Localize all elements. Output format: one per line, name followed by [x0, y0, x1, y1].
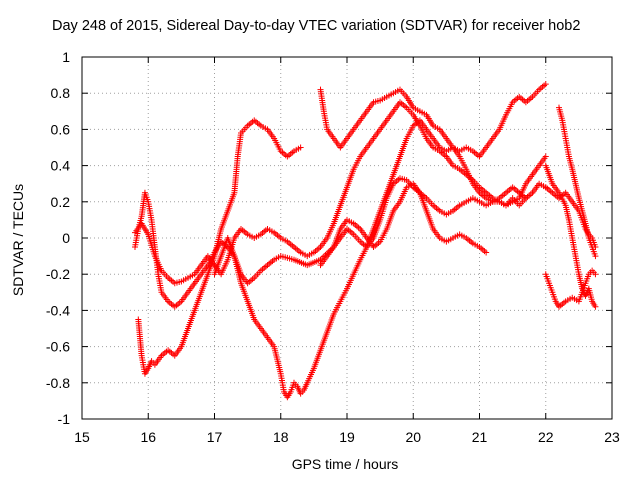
- data-point-marker: [592, 253, 599, 260]
- data-point-marker: [297, 144, 304, 151]
- data-point-marker: [592, 271, 599, 278]
- series-track-b: [132, 99, 549, 287]
- y-tick-label: -1: [58, 411, 71, 427]
- series-track-d: [211, 117, 529, 401]
- data-point-marker: [522, 195, 529, 202]
- y-tick-label: -0.2: [46, 266, 70, 282]
- series-track-j: [542, 184, 599, 251]
- y-axis-label: SDTVAR / TECUs: [10, 183, 26, 297]
- data-point-marker: [542, 81, 549, 88]
- series-track-c: [135, 117, 304, 377]
- y-tick-label: 0.2: [51, 194, 71, 210]
- y-tick-label: 0.6: [51, 121, 71, 137]
- data-points: [132, 81, 599, 401]
- data-point-marker: [542, 153, 549, 160]
- series-track-e: [317, 81, 549, 160]
- y-tick-label: 0: [62, 230, 70, 246]
- x-tick-label: 21: [472, 429, 488, 445]
- data-point-marker: [592, 244, 599, 251]
- grid-lines: [82, 57, 612, 419]
- chart-title: Day 248 of 2015, Sidereal Day-to-day VTE…: [52, 18, 581, 34]
- x-tick-label: 20: [405, 429, 421, 445]
- y-tick-label: 1: [62, 49, 70, 65]
- x-tick-label: 18: [273, 429, 289, 445]
- x-axis-label: GPS time / hours: [291, 456, 399, 472]
- series-track-f: [317, 180, 490, 269]
- x-tick-label: 17: [207, 429, 223, 445]
- data-point-marker: [592, 303, 599, 310]
- x-tick-label: 22: [538, 429, 554, 445]
- y-tick-label: 0.4: [51, 158, 71, 174]
- axis-ticks: 15 16 17 18 19 20 21 22 23 -1 -0.8 -0.6 -0.4 -0.2 0 0.2…: [46, 49, 620, 445]
- x-tick-label: 19: [339, 429, 355, 445]
- data-point-marker: [483, 249, 490, 256]
- y-tick-label: -0.8: [46, 375, 70, 391]
- y-tick-label: -0.4: [46, 302, 70, 318]
- y-tick-label: 0.8: [51, 85, 71, 101]
- x-tick-label: 15: [74, 429, 90, 445]
- x-tick-label: 16: [140, 429, 156, 445]
- y-tick-label: -0.6: [46, 339, 70, 355]
- x-tick-label: 23: [604, 429, 620, 445]
- series-track-g: [542, 267, 599, 310]
